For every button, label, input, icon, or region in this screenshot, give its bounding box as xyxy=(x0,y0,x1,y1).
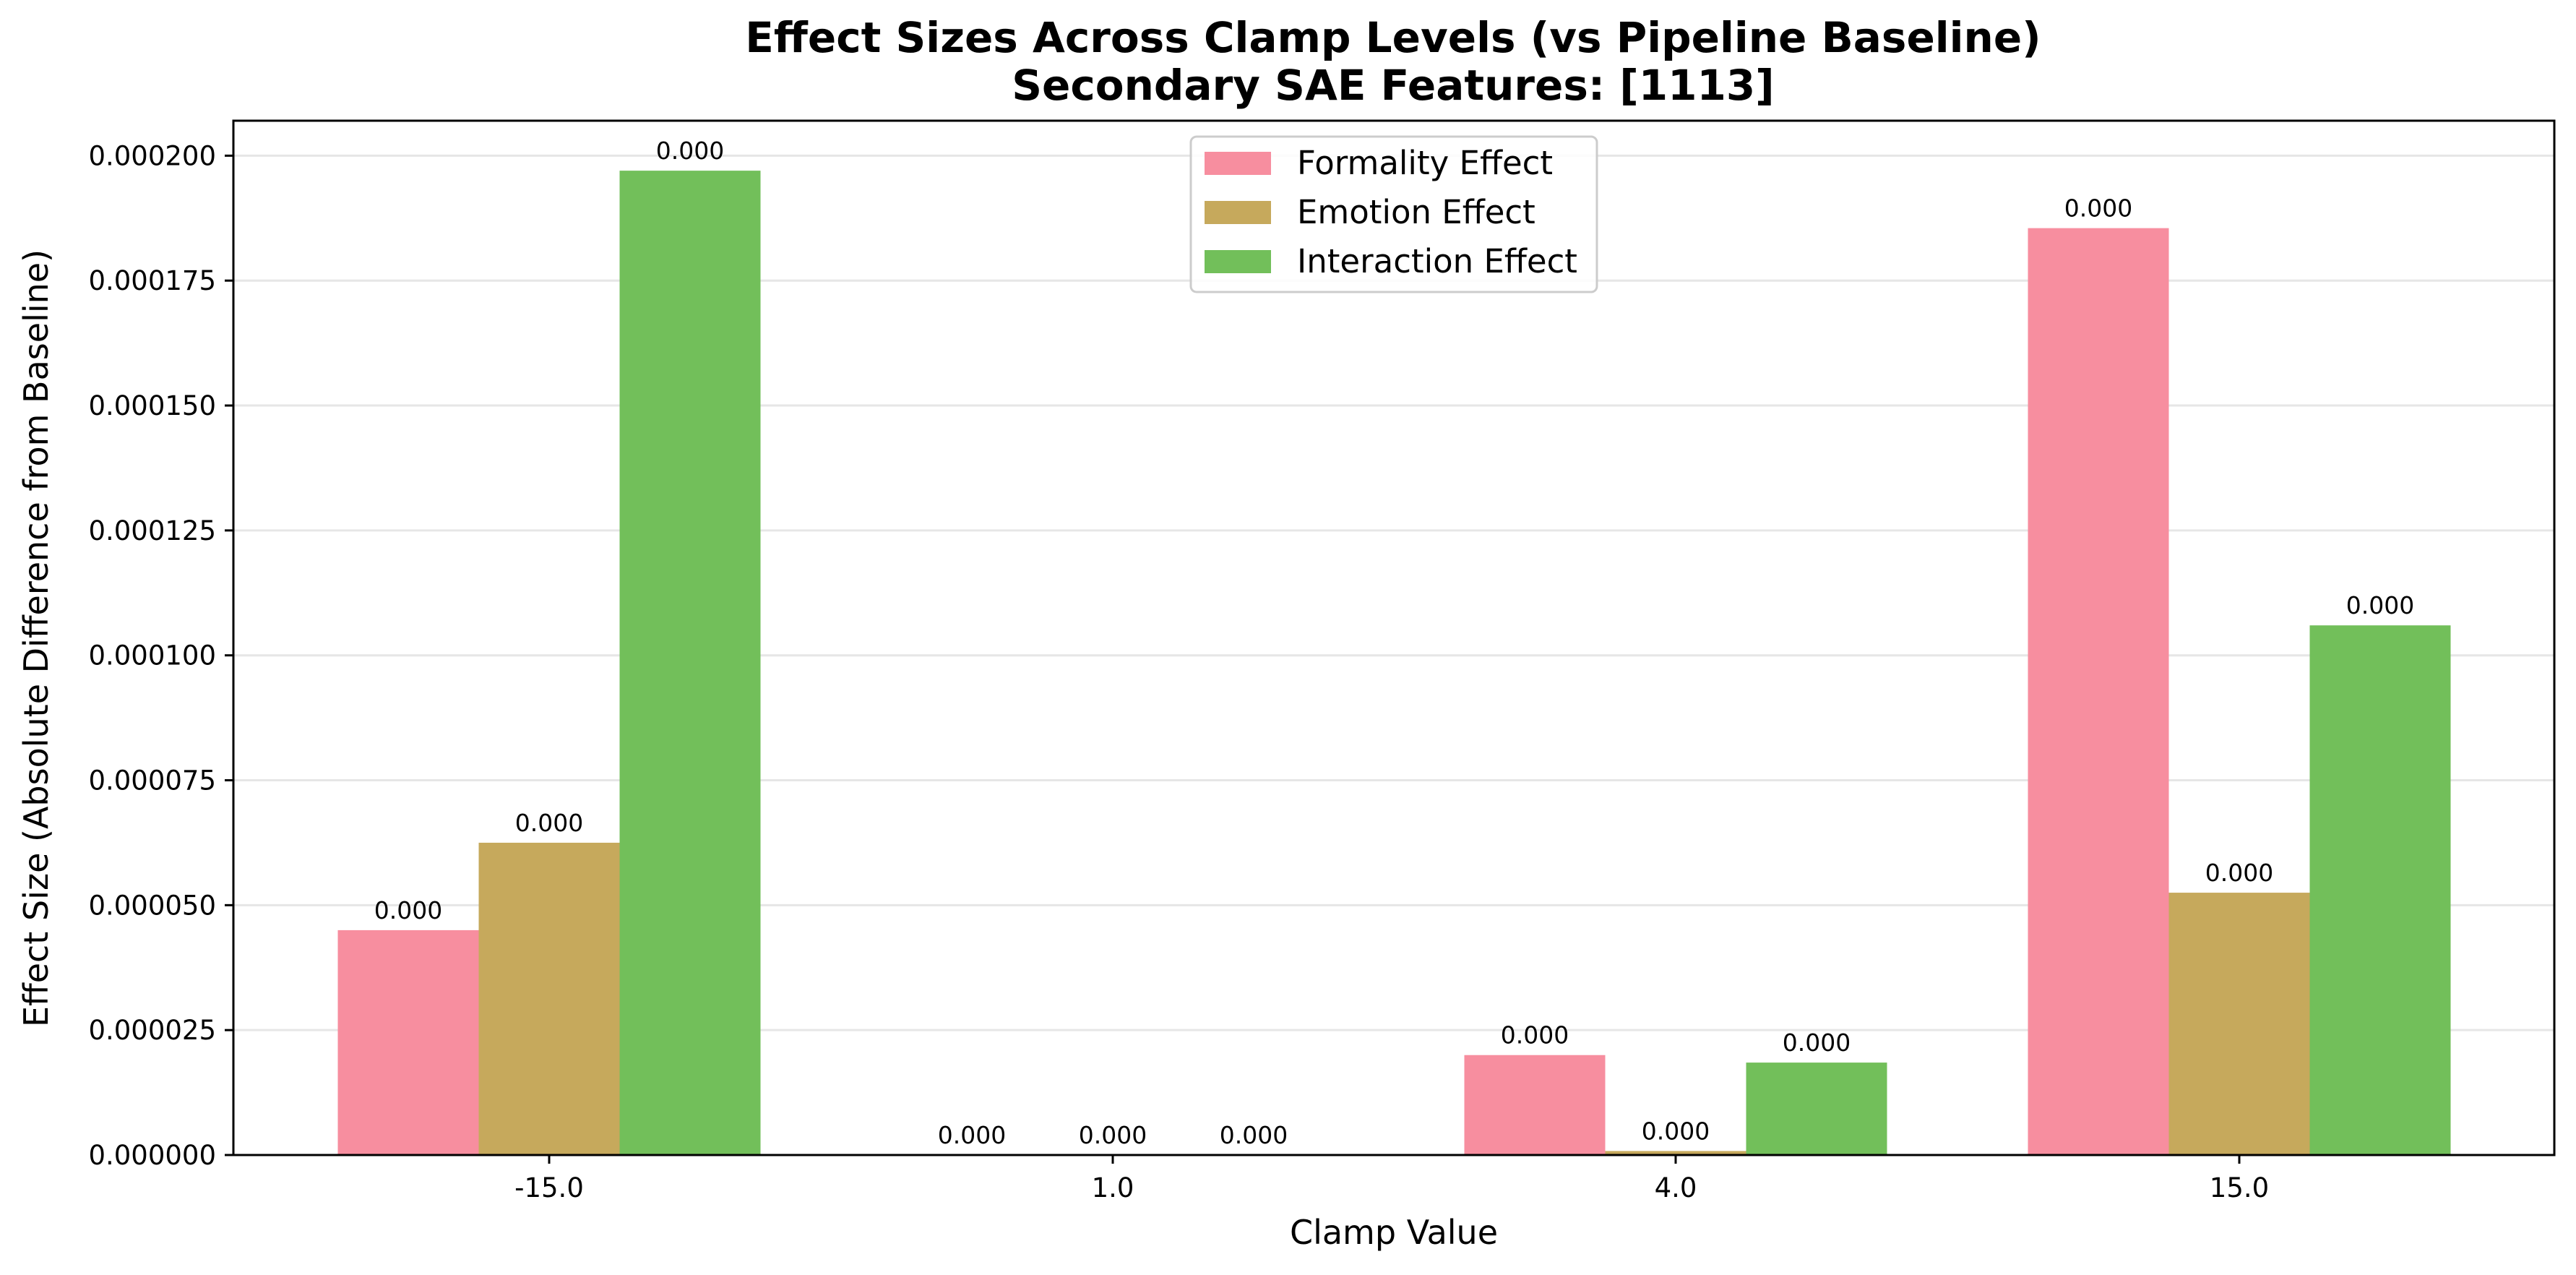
bar xyxy=(478,842,620,1155)
x-tick-label: 4.0 xyxy=(1655,1172,1697,1203)
legend-swatch xyxy=(1205,152,1271,175)
y-tick-label: 0.000000 xyxy=(88,1140,216,1171)
legend-label: Interaction Effect xyxy=(1297,242,1577,280)
x-tick-label: -15.0 xyxy=(514,1172,584,1203)
y-tick-label: 0.000050 xyxy=(88,890,216,921)
bar xyxy=(1464,1055,1606,1155)
legend-label: Formality Effect xyxy=(1297,144,1553,182)
bar xyxy=(2168,893,2310,1155)
x-tick-label: 15.0 xyxy=(2210,1172,2269,1203)
bar xyxy=(2028,228,2169,1156)
bar xyxy=(2309,625,2451,1155)
x-axis-label: Clamp Value xyxy=(1290,1213,1498,1252)
x-tick-label: 1.0 xyxy=(1092,1172,1134,1203)
y-axis: 0.000000 0.000025 0.000050 0.000075 0.000100… xyxy=(88,140,233,1171)
bar-value-label: 0.000 xyxy=(1501,1021,1569,1049)
bar-value-label: 0.000 xyxy=(374,896,442,924)
bar xyxy=(337,930,479,1155)
bar-value-label: 0.000 xyxy=(2205,859,2273,887)
bar-value-label: 0.000 xyxy=(2346,591,2414,619)
legend-label: Emotion Effect xyxy=(1297,193,1535,231)
bar-value-label: 0.000 xyxy=(2064,194,2132,223)
legend-swatch xyxy=(1205,201,1271,224)
y-tick-label: 0.000200 xyxy=(88,140,216,171)
y-tick-label: 0.000125 xyxy=(88,515,216,546)
bar-value-label: 0.000 xyxy=(1079,1121,1147,1149)
bar xyxy=(1746,1062,1887,1155)
bar-value-label: 0.000 xyxy=(1642,1117,1710,1145)
y-tick-label: 0.000075 xyxy=(88,765,216,797)
legend-swatch xyxy=(1205,250,1271,273)
chart-subtitle: Secondary SAE Features: [1113] xyxy=(1012,61,1774,110)
bar-value-label: 0.000 xyxy=(515,809,583,837)
y-axis-label: Effect Size (Absolute Difference from Ba… xyxy=(17,249,56,1027)
x-axis: -15.0 1.0 4.0 15.0 xyxy=(514,1155,2269,1203)
y-tick-label: 0.000175 xyxy=(88,265,216,296)
plot-frame xyxy=(232,119,2556,1156)
bar-value-label: 0.000 xyxy=(1220,1121,1288,1149)
bar-value-label: 0.000 xyxy=(1783,1029,1851,1057)
bars xyxy=(337,171,2451,1156)
chart-title: Effect Sizes Across Clamp Levels (vs Pip… xyxy=(745,13,2041,62)
legend: Formality Effect Emotion Effect Interactio… xyxy=(1189,135,1598,293)
bar xyxy=(1605,1151,1746,1155)
y-tick-label: 0.000025 xyxy=(88,1015,216,1046)
value-labels: 0.000 0.000 0.000 0.000 0.000 0.000 0.000 0.000… xyxy=(374,137,2414,1149)
bar-value-label: 0.000 xyxy=(656,137,724,165)
bar xyxy=(619,171,761,1156)
y-tick-label: 0.000150 xyxy=(88,390,216,421)
bar-value-label: 0.000 xyxy=(938,1121,1006,1149)
legend-frame xyxy=(1189,135,1598,293)
y-tick-label: 0.000100 xyxy=(88,640,216,671)
